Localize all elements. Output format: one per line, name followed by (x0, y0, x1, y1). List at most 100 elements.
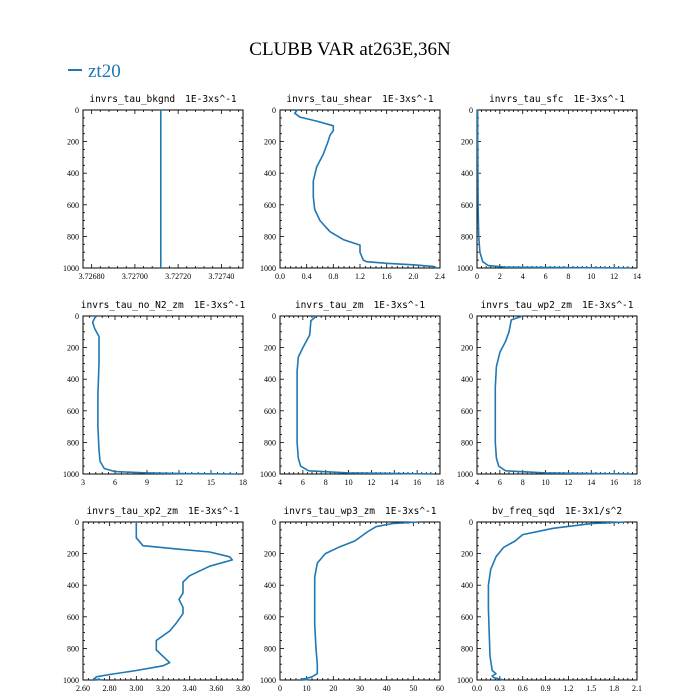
x-tick-label: 6 (301, 478, 305, 487)
panel-units: 1E-3xs^-1 (185, 94, 237, 105)
y-tick-label: 600 (264, 613, 276, 622)
x-tick-label: 3.40 (183, 684, 197, 693)
y-tick-label: 0 (272, 518, 276, 527)
x-tick-label: 6 (544, 272, 548, 281)
panel-variable-name: invrs_tau_no_N2_zm (81, 300, 184, 311)
x-tick-label: 9 (145, 478, 149, 487)
x-tick-label: 3.72740 (208, 272, 234, 281)
panel-units: 1E-3xs^-1 (582, 300, 634, 311)
x-tick-label: 6 (113, 478, 117, 487)
x-tick-label: 10 (345, 478, 353, 487)
panel-variable-name: invrs_tau_wp3_zm (284, 506, 376, 517)
x-tick-label: 0.3 (495, 684, 505, 693)
panel-title: bv_freq_sqd 1E-3x1/s^2 (492, 506, 622, 517)
y-tick-label: 0 (469, 312, 473, 321)
x-tick-label: 3.20 (156, 684, 170, 693)
y-tick-label: 200 (67, 550, 79, 559)
y-tick-label: 600 (264, 407, 276, 416)
panel-units: 1E-3xs^-1 (194, 300, 246, 311)
y-tick-label: 600 (461, 613, 473, 622)
x-tick-label: 4 (521, 272, 525, 281)
y-tick-label: 200 (67, 138, 79, 147)
x-tick-label: 1.5 (586, 684, 596, 693)
x-tick-label: 2.80 (103, 684, 117, 693)
x-tick-label: 0 (278, 684, 282, 693)
panel-units: 1E-3x1/s^2 (565, 506, 622, 517)
x-tick-label: 4 (278, 478, 282, 487)
panel-title: invrs_tau_xp2_zm 1E-3xs^-1 (87, 506, 240, 517)
panel-bv_freq_sqd: bv_freq_sqd 1E-3x1/s^2020040060080010000.… (457, 506, 642, 693)
y-tick-label: 1000 (63, 676, 79, 685)
x-tick-label: 10 (303, 684, 311, 693)
x-tick-label: 1.6 (382, 272, 392, 281)
y-tick-label: 800 (461, 232, 473, 241)
panel-units: 1E-3xs^-1 (385, 506, 437, 517)
x-tick-label: 0.8 (328, 272, 338, 281)
x-tick-label: 18 (239, 478, 247, 487)
panel-units: 1E-3xs^-1 (573, 94, 625, 105)
x-tick-label: 0.9 (541, 684, 551, 693)
y-tick-label: 1000 (457, 676, 473, 685)
y-tick-label: 800 (67, 438, 79, 447)
x-tick-label: 12 (367, 478, 375, 487)
x-tick-label: 3 (81, 478, 85, 487)
panel-variable-name: invrs_tau_sfc (489, 94, 563, 105)
x-tick-label: 15 (207, 478, 215, 487)
x-tick-label: 0.4 (302, 272, 312, 281)
x-tick-label: 0.0 (275, 272, 285, 281)
x-tick-label: 12 (564, 478, 572, 487)
x-tick-label: 16 (413, 478, 421, 487)
y-tick-label: 1000 (260, 676, 276, 685)
y-tick-label: 1000 (63, 470, 79, 479)
x-tick-label: 8 (521, 478, 525, 487)
y-tick-label: 400 (67, 169, 79, 178)
x-tick-label: 12 (610, 272, 618, 281)
y-tick-label: 400 (461, 581, 473, 590)
y-tick-label: 600 (264, 201, 276, 210)
panel-invrs_tau_no_N2_zm: invrs_tau_no_N2_zm 1E-3xs^-1 0 200 400 600 800… (63, 300, 247, 487)
y-tick-label: 0 (469, 518, 473, 527)
x-tick-label: 1.2 (355, 272, 365, 281)
x-tick-label: 3.60 (209, 684, 223, 693)
x-tick-label: 3.72680 (79, 272, 105, 281)
series-line-zt20 (494, 315, 632, 475)
y-tick-label: 200 (264, 344, 276, 353)
series-line-zt20 (300, 521, 419, 681)
x-tick-label: 30 (356, 684, 364, 693)
y-tick-label: 600 (67, 201, 79, 210)
panel-variable-name: invrs_tau_zm (295, 300, 364, 311)
x-tick-label: 2.60 (76, 684, 90, 693)
series-line-zt20 (293, 109, 438, 269)
series-line-zt20 (476, 109, 632, 269)
panel-invrs_tau_sfc: invrs_tau_sfc 1E-3xs^-1020040060080010000… (457, 94, 641, 281)
x-tick-label: 8 (324, 478, 328, 487)
panel-invrs_tau_bkgnd: invrs_tau_bkgnd 1E-3xs^-1 0 200 400 600 800 100… (63, 94, 244, 281)
x-tick-label: 1.8 (609, 684, 619, 693)
y-tick-label: 800 (264, 232, 276, 241)
x-tick-label: 10 (587, 272, 595, 281)
y-tick-label: 1000 (260, 264, 276, 273)
y-tick-label: 600 (67, 407, 79, 416)
panel-title: invrs_tau_wp3_zm 1E-3xs^-1 (284, 506, 437, 517)
panel-title: invrs_tau_bkgnd 1E-3xs^-1 (89, 94, 237, 105)
x-tick-label: 1.2 (563, 684, 573, 693)
y-tick-label: 1000 (457, 264, 473, 273)
y-tick-label: 0 (75, 518, 79, 527)
y-tick-label: 800 (461, 438, 473, 447)
panel-units: 1E-3xs^-1 (188, 506, 240, 517)
panel-variable-name: invrs_tau_shear (286, 94, 372, 105)
y-tick-label: 400 (67, 581, 79, 590)
y-tick-label: 800 (67, 232, 79, 241)
panel-variable-name: invrs_tau_wp2_zm (481, 300, 573, 311)
y-tick-label: 200 (264, 550, 276, 559)
panel-variable-name: invrs_tau_xp2_zm (87, 506, 179, 517)
x-tick-label: 3.00 (129, 684, 143, 693)
series-line-zt20 (92, 522, 234, 681)
y-tick-label: 400 (264, 169, 276, 178)
y-tick-label: 400 (264, 581, 276, 590)
y-tick-label: 800 (264, 644, 276, 653)
y-tick-label: 400 (461, 375, 473, 384)
